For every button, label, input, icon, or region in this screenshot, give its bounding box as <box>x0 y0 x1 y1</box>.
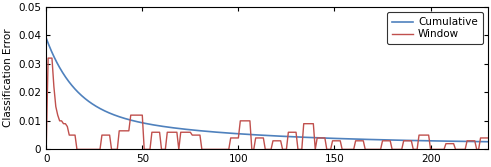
Cumulative <box>396 139 402 141</box>
Cumulative <box>347 138 353 140</box>
Cumulative <box>88 102 94 104</box>
Window <box>451 143 457 145</box>
Cumulative <box>43 37 49 39</box>
Cumulative <box>388 139 394 141</box>
Line: Window: Window <box>46 58 488 149</box>
Line: Cumulative: Cumulative <box>46 38 488 142</box>
Window <box>109 148 114 150</box>
Cumulative <box>222 132 228 134</box>
Window <box>56 120 62 122</box>
Window <box>485 137 491 139</box>
Window <box>466 140 472 142</box>
Window <box>45 57 51 59</box>
Cumulative <box>485 141 491 143</box>
Legend: Cumulative, Window: Cumulative, Window <box>387 12 483 44</box>
Window <box>234 137 240 139</box>
Cumulative <box>238 133 244 135</box>
Window <box>470 140 476 142</box>
Y-axis label: Classification Error: Classification Error <box>3 29 13 127</box>
Window <box>43 148 49 150</box>
